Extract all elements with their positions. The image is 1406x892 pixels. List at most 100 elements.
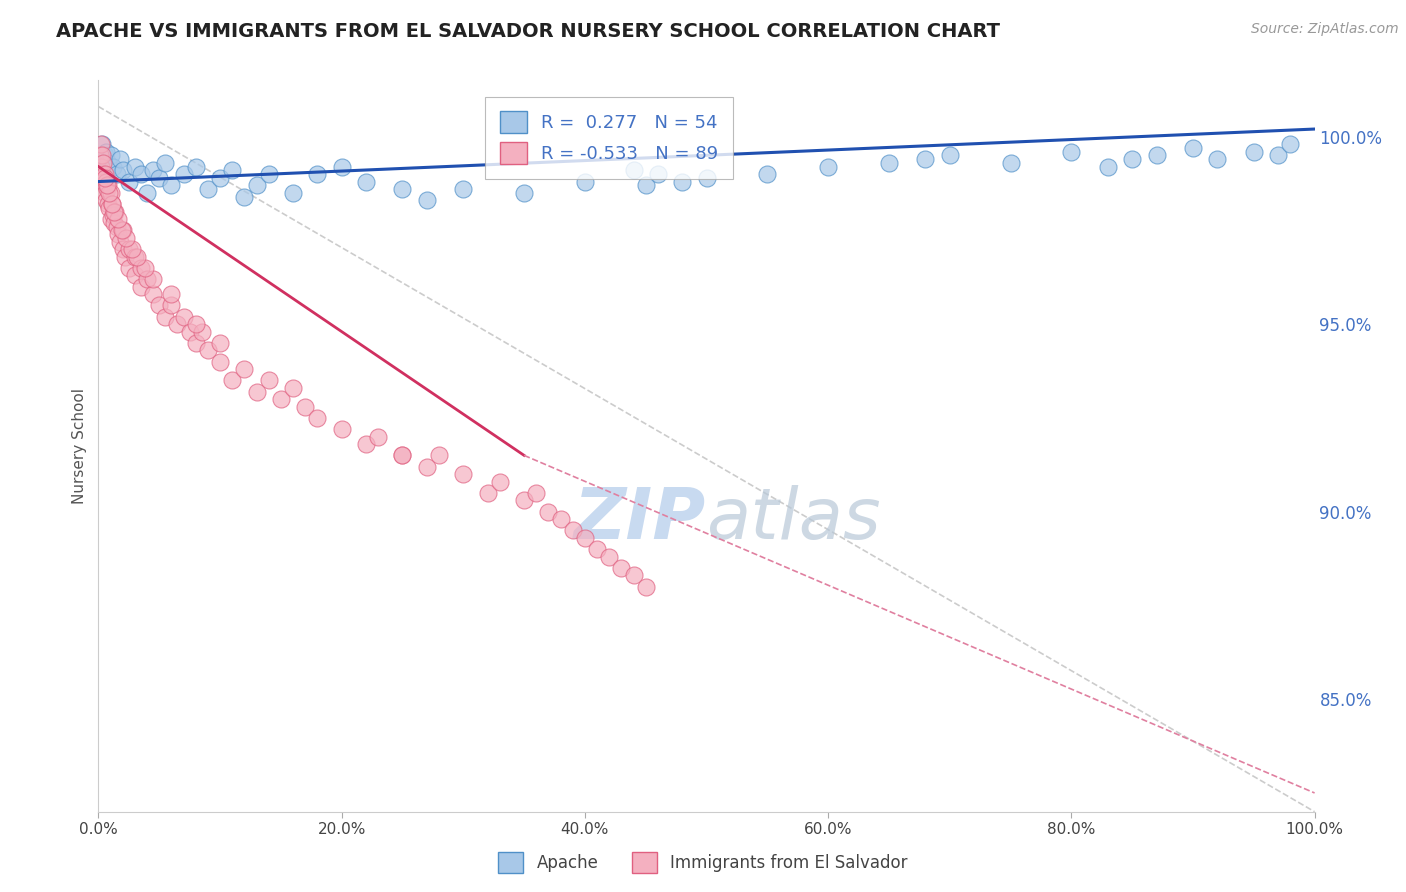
- Point: [634, 178, 657, 193]
- Point: [647, 167, 669, 181]
- Point: [179, 325, 201, 339]
- Point: [634, 580, 657, 594]
- Point: [391, 182, 413, 196]
- Point: [245, 178, 267, 193]
- Point: [270, 392, 292, 406]
- Point: [233, 189, 256, 203]
- Point: [939, 148, 962, 162]
- Legend: Apache, Immigrants from El Salvador: Apache, Immigrants from El Salvador: [492, 846, 914, 880]
- Point: [155, 310, 177, 324]
- Point: [107, 227, 129, 241]
- Point: [453, 182, 475, 196]
- Point: [524, 486, 547, 500]
- Point: [100, 212, 122, 227]
- Point: [1060, 145, 1083, 159]
- Point: [97, 178, 120, 193]
- Point: [94, 194, 117, 208]
- Point: [93, 167, 115, 181]
- Point: [488, 475, 510, 489]
- Point: [550, 512, 572, 526]
- Point: [98, 186, 121, 200]
- Point: [209, 335, 232, 350]
- Point: [104, 204, 127, 219]
- Point: [107, 212, 129, 227]
- Point: [281, 381, 304, 395]
- Point: [696, 170, 718, 185]
- Point: [100, 148, 122, 162]
- Point: [103, 204, 125, 219]
- Point: [1206, 152, 1229, 166]
- Point: [513, 493, 536, 508]
- Point: [166, 317, 188, 331]
- Point: [100, 186, 122, 200]
- Point: [416, 459, 439, 474]
- Point: [1243, 145, 1265, 159]
- Point: [294, 400, 316, 414]
- Point: [118, 242, 141, 256]
- Point: [391, 449, 413, 463]
- Point: [118, 260, 141, 275]
- Point: [160, 287, 183, 301]
- Point: [91, 148, 114, 162]
- Point: [136, 272, 159, 286]
- Point: [354, 437, 377, 451]
- Legend: R =  0.277   N = 54, R = -0.533   N = 89: R = 0.277 N = 54, R = -0.533 N = 89: [485, 96, 733, 178]
- Point: [136, 186, 159, 200]
- Point: [184, 317, 207, 331]
- Point: [155, 156, 177, 170]
- Point: [197, 343, 219, 358]
- Point: [97, 197, 120, 211]
- Point: [307, 167, 329, 181]
- Text: atlas: atlas: [707, 484, 882, 554]
- Point: [233, 362, 256, 376]
- Point: [367, 429, 389, 443]
- Point: [129, 167, 152, 181]
- Point: [209, 354, 232, 368]
- Point: [90, 160, 112, 174]
- Point: [89, 148, 111, 162]
- Point: [91, 167, 114, 181]
- Point: [1121, 152, 1143, 166]
- Point: [197, 182, 219, 196]
- Point: [111, 242, 134, 256]
- Point: [94, 145, 117, 159]
- Point: [914, 152, 936, 166]
- Point: [817, 160, 839, 174]
- Point: [93, 170, 115, 185]
- Point: [610, 561, 633, 575]
- Point: [101, 160, 124, 174]
- Point: [142, 272, 165, 286]
- Point: [598, 549, 620, 564]
- Point: [184, 160, 207, 174]
- Point: [129, 279, 152, 293]
- Point: [191, 325, 214, 339]
- Point: [91, 136, 114, 151]
- Point: [110, 223, 132, 237]
- Point: [111, 223, 134, 237]
- Point: [245, 384, 267, 399]
- Point: [209, 170, 232, 185]
- Point: [96, 182, 118, 196]
- Point: [1182, 141, 1205, 155]
- Text: APACHE VS IMMIGRANTS FROM EL SALVADOR NURSERY SCHOOL CORRELATION CHART: APACHE VS IMMIGRANTS FROM EL SALVADOR NU…: [56, 22, 1000, 41]
- Point: [160, 298, 183, 312]
- Point: [257, 373, 280, 387]
- Point: [1279, 136, 1302, 151]
- Y-axis label: Nursery School: Nursery School: [72, 388, 87, 504]
- Point: [105, 219, 128, 234]
- Point: [221, 373, 243, 387]
- Point: [330, 160, 353, 174]
- Point: [127, 250, 149, 264]
- Point: [148, 170, 170, 185]
- Point: [1146, 148, 1168, 162]
- Point: [281, 186, 304, 200]
- Point: [1097, 160, 1119, 174]
- Point: [537, 505, 560, 519]
- Point: [101, 197, 124, 211]
- Point: [91, 156, 114, 170]
- Point: [124, 268, 146, 283]
- Point: [93, 186, 115, 200]
- Point: [98, 201, 121, 215]
- Point: [307, 410, 329, 425]
- Point: [114, 250, 136, 264]
